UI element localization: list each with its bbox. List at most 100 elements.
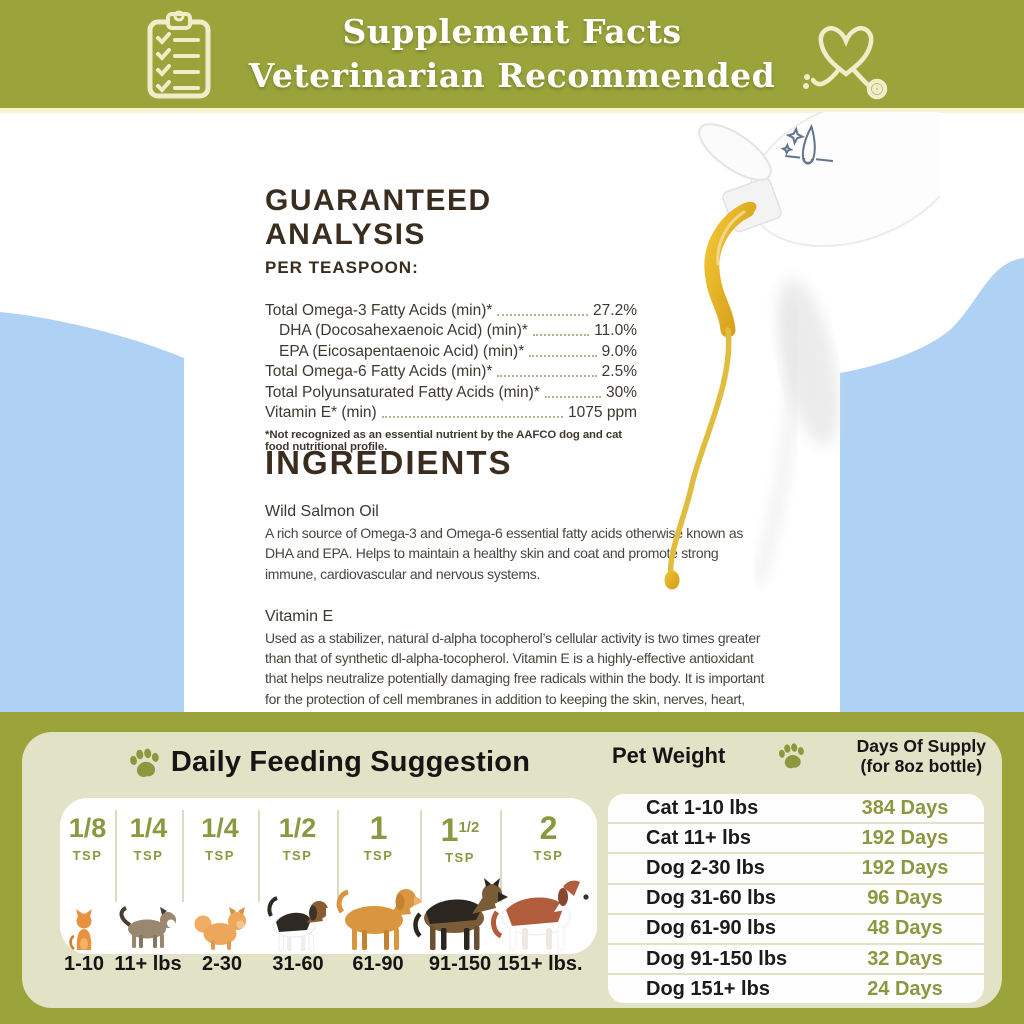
ingredient-name: Vitamin E [265,607,334,625]
row-weight: Cat 1-10 lbs [646,796,759,819]
weight-label: 151+ lbs. [497,953,583,975]
row-days: 192 Days [861,826,949,849]
ingredients-section: INGREDIENTS Wild Salmon Oil A rich sourc… [265,444,770,729]
ingredient-description: A rich source of Omega-3 and Omega-6 ess… [265,525,744,582]
heart-stethoscope-icon [803,26,888,100]
supply-row: Dog 151+ lbs 24 Days [608,975,984,1004]
tsp-amount: 1 [369,810,388,846]
tsp-amount: 11/2 [440,812,480,848]
tsp-column: 1 TSP [337,798,420,954]
row-weight: Dog 91-150 lbs [646,947,788,970]
dotted-leader [532,334,590,336]
oil-droplet [664,570,680,590]
weight-label: 61-90 [352,953,404,975]
weight-label: 11+ lbs [114,953,182,975]
row-weight: Cat 11+ lbs [646,826,752,849]
tsp-column: 1/4 TSP [182,798,258,954]
column-divider [115,810,117,902]
analysis-heading: GUARANTEED ANALYSIS [265,184,492,251]
analysis-row: DHA (Docosahexaenoic Acid) (min)* 11.0% [265,320,637,341]
right-blue-background-shape [840,258,1024,712]
analysis-value: 30% [605,383,637,401]
tsp-unit: TSP [282,848,313,863]
analysis-row: Total Polyunsaturated Fatty Acids (min)*… [265,381,637,402]
tsp-unit: TSP [363,848,394,863]
supply-table-header: Pet Weight Days Of Supply (for 8oz bottl… [612,736,986,776]
row-days: 192 Days [861,856,949,879]
analysis-rows: Total Omega-3 Fatty Acids (min)* 27.2% D… [265,299,637,422]
tsp-unit: TSP [72,848,103,863]
beagle-illustration [267,896,333,952]
ingredients-heading: INGREDIENTS [265,444,513,481]
days-supply-header: Days Of Supply (for 8oz bottle) [857,736,986,776]
tsp-unit: TSP [533,848,564,863]
oil-stream [664,202,755,590]
analysis-footnote: *Not recognized as an essential nutrient… [265,429,622,453]
analysis-row: Vitamin E* (min) 1075 ppm [265,402,637,423]
dotted-leader [497,313,589,316]
tsp-unit: TSP [205,848,235,863]
dotted-leader [497,375,597,377]
row-weight: Dog 151+ lbs [646,977,770,1000]
column-divider [420,810,422,902]
analysis-label: Total Omega-6 Fatty Acids (min)* [265,363,493,380]
row-weight: Dog 61-90 lbs [646,917,777,940]
supply-row: Dog 61-90 lbs 48 Days [608,914,984,945]
feeding-title-row: Daily Feeding Suggestion [60,746,597,779]
tsp-amount: 2 [539,810,558,846]
supply-table: Cat 1-10 lbs 384 Days Cat 11+ lbs 192 Da… [608,794,984,1004]
cat-large-illustration [119,906,176,948]
row-weight: Dog 31-60 lbs [646,887,777,910]
banner-divider-line [0,108,1024,113]
tsp-unit: TSP [133,848,164,863]
pet-weight-header: Pet Weight [612,743,726,769]
analysis-label: DHA (Docosahexaenoic Acid) (min)* [279,322,528,339]
paw-icon [129,748,159,777]
column-divider [258,810,260,902]
supply-row: Dog 2-30 lbs 192 Days [608,854,984,885]
clipboard-checklist-icon [147,10,211,99]
left-blue-background-shape [0,312,184,712]
banner-title-line1: Supplement Facts [342,12,682,51]
supply-row: Cat 1-10 lbs 384 Days [608,794,984,825]
dotted-leader [544,395,601,398]
supply-row: Dog 31-60 lbs 96 Days [608,884,984,915]
guaranteed-analysis-section: GUARANTEED ANALYSIS PER TEASPOON: Total … [265,184,637,453]
tsp-amount: 1/4 [201,813,239,843]
tsp-column: 11/2 TSP [420,798,500,954]
supply-row: Cat 11+ lbs 192 Days [608,824,984,855]
bottle-pouring-oil-illustration [664,112,940,590]
analysis-value: 27.2% [593,301,637,319]
days-supply-line2: (for 8oz bottle) [860,756,983,777]
german-shepherd-illustration [413,878,508,950]
analysis-row: Total Omega-3 Fatty Acids (min)* 27.2% [265,299,637,320]
row-days: 384 Days [861,796,949,819]
tsp-column: 1/2 TSP [258,798,337,954]
tsp-amount: 1/4 [129,813,168,843]
analysis-label: Vitamin E* (min) [265,404,377,421]
analysis-subheading: PER TEASPOON: [265,258,419,277]
weight-label: 31-60 [272,953,324,975]
open-flip-cap [698,123,772,181]
row-days: 96 Days [867,887,943,910]
analysis-value: 11.0% [594,322,637,339]
column-divider [500,810,502,902]
bottle-shadow [777,278,839,446]
analysis-value: 2.5% [601,363,637,380]
skin-coat-sparkle-icon [780,124,834,165]
white-bottle [698,112,940,248]
row-days: 48 Days [867,917,943,940]
weight-label: 91-150 [428,953,492,975]
analysis-label: Total Polyunsaturated Fatty Acids (min)* [265,383,540,401]
paw-icon [778,743,804,769]
column-divider [182,810,184,902]
golden-retriever-illustration [336,889,422,950]
banner-title: Supplement Facts Veterinarian Recommende… [0,10,1024,98]
banner-title-line2: Veterinarian Recommended [248,56,776,95]
analysis-row: Total Omega-6 Fatty Acids (min)* 2.5% [265,361,637,382]
weight-label: 1-10 [63,953,105,975]
ingredient-name: Wild Salmon Oil [265,503,379,520]
tsp-unit: TSP [445,850,475,865]
supply-row: Dog 91-150 lbs 32 Days [608,944,984,976]
